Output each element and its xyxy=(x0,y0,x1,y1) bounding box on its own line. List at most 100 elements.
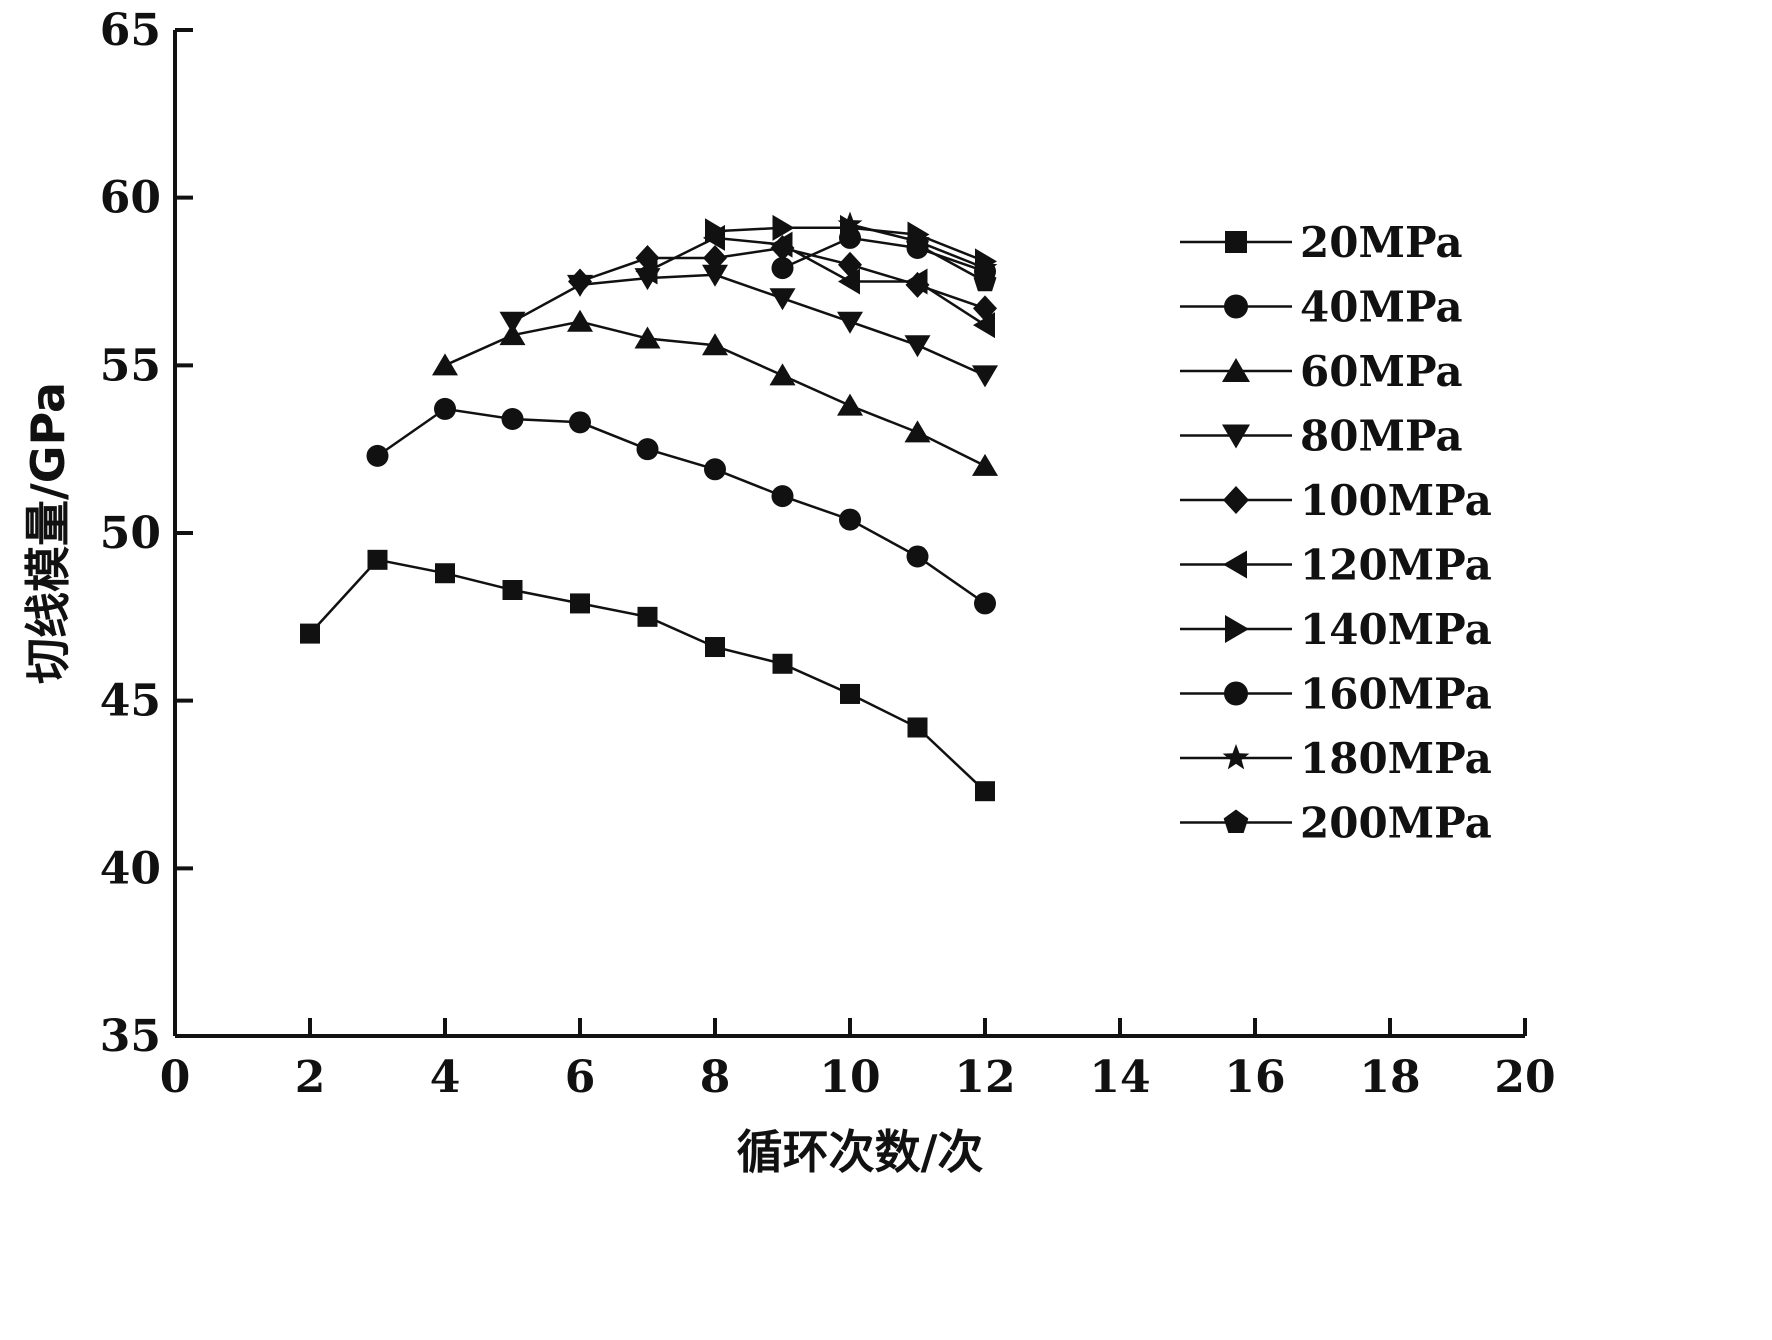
legend-label: 120MPa xyxy=(1300,541,1492,590)
legend-item: 80MPa xyxy=(1180,412,1463,461)
data-point xyxy=(838,268,860,295)
data-point xyxy=(569,411,591,434)
legend-marker xyxy=(1222,358,1250,382)
data-point xyxy=(972,453,998,476)
data-point xyxy=(434,397,456,420)
data-point xyxy=(771,485,794,508)
x-tick-label: 16 xyxy=(1224,1052,1285,1103)
legend-item: 160MPa xyxy=(1180,670,1492,719)
data-point xyxy=(703,245,727,272)
data-point xyxy=(366,444,389,467)
data-point xyxy=(501,407,524,430)
data-point xyxy=(837,393,863,416)
series-line xyxy=(646,236,986,327)
y-tick-label: 35 xyxy=(100,1011,161,1062)
legend-item: 40MPa xyxy=(1180,283,1463,332)
axes xyxy=(173,30,1525,1038)
data-point xyxy=(702,264,728,287)
data-point xyxy=(972,365,998,388)
legend-item: 20MPa xyxy=(1180,218,1463,267)
legend-marker xyxy=(1223,550,1247,579)
data-point xyxy=(704,458,726,481)
series-60MPa xyxy=(432,309,998,476)
data-point xyxy=(907,717,928,738)
data-point xyxy=(570,593,590,614)
data-point xyxy=(906,545,929,568)
legend-label: 40MPa xyxy=(1300,283,1463,332)
legend-label: 160MPa xyxy=(1300,670,1492,719)
legend-marker xyxy=(1222,744,1250,770)
x-ticks: 0 2 4 6 8 10 12 14 16 18 20 xyxy=(160,1018,1556,1103)
legend-label: 100MPa xyxy=(1300,476,1492,525)
series-line xyxy=(916,243,986,283)
data-point xyxy=(435,563,455,584)
data-point xyxy=(906,232,929,255)
data-point xyxy=(905,268,928,295)
x-axis-label: 循环次数/次 xyxy=(737,1125,984,1179)
legend-item: 180MPa xyxy=(1180,734,1492,783)
series-line xyxy=(781,236,986,273)
data-point xyxy=(837,211,863,236)
data-point xyxy=(904,335,931,358)
data-point xyxy=(705,637,725,658)
legend: 20MPa 40MPa 60MPa 80MPa 100MPa 120MPa 140MPa 16… xyxy=(1180,218,1492,848)
x-tick-label: 10 xyxy=(819,1052,880,1103)
legend-marker xyxy=(1223,486,1249,514)
y-ticks: 35 40 45 50 55 60 65 xyxy=(100,5,193,1062)
data-point xyxy=(975,781,995,802)
data-point xyxy=(839,226,861,249)
legend-marker xyxy=(1225,231,1247,253)
data-point xyxy=(705,218,727,245)
data-point xyxy=(769,288,796,311)
x-tick-label: 4 xyxy=(430,1052,461,1103)
y-tick-label: 55 xyxy=(100,340,161,391)
series-line xyxy=(511,273,986,377)
data-point xyxy=(502,580,523,601)
data-point xyxy=(840,683,860,704)
series-200MPa xyxy=(906,232,997,292)
data-point xyxy=(568,268,592,295)
legend-item: 200MPa xyxy=(1180,799,1492,848)
data-point xyxy=(567,309,593,332)
plot-area xyxy=(300,211,998,802)
data-point xyxy=(772,214,795,241)
x-tick-label: 8 xyxy=(700,1052,731,1103)
data-point xyxy=(432,353,458,376)
x-tick-label: 0 xyxy=(160,1052,191,1103)
y-axis-label: 切线模量/GPa xyxy=(21,382,75,684)
data-point xyxy=(634,326,661,349)
data-point xyxy=(839,508,861,531)
data-point xyxy=(637,606,658,627)
series-40MPa xyxy=(366,397,996,615)
x-tick-label: 18 xyxy=(1359,1052,1420,1103)
legend-label: 180MPa xyxy=(1300,734,1492,783)
data-point xyxy=(300,623,320,644)
series-line xyxy=(309,558,986,793)
legend-marker xyxy=(1224,681,1248,706)
legend-item: 140MPa xyxy=(1180,605,1492,654)
data-point xyxy=(499,323,526,346)
data-point xyxy=(499,311,526,334)
data-point xyxy=(636,438,659,461)
legend-marker xyxy=(1223,809,1249,834)
data-point xyxy=(973,269,997,292)
legend-item: 60MPa xyxy=(1180,347,1463,396)
x-tick-label: 12 xyxy=(954,1052,1015,1103)
legend-label: 140MPa xyxy=(1300,605,1492,654)
y-tick-label: 60 xyxy=(100,173,161,224)
data-point xyxy=(635,258,658,285)
data-point xyxy=(974,592,996,615)
data-point xyxy=(702,333,728,356)
data-point xyxy=(837,311,863,334)
legend-label: 20MPa xyxy=(1300,218,1463,267)
y-tick-label: 45 xyxy=(100,676,161,727)
legend-label: 60MPa xyxy=(1300,347,1463,396)
series-20MPa xyxy=(300,549,995,802)
data-point xyxy=(771,257,794,280)
legend-marker xyxy=(1224,294,1248,319)
data-point xyxy=(972,255,998,279)
y-tick-label: 65 xyxy=(100,5,161,56)
x-tick-label: 2 xyxy=(295,1052,326,1103)
legend-label: 200MPa xyxy=(1300,799,1492,848)
